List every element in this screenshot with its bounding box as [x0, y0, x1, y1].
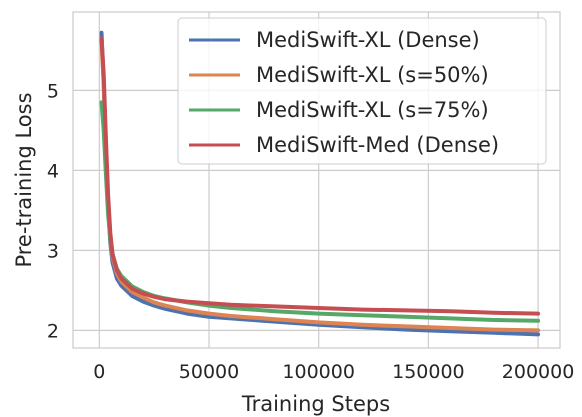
plot-frame — [72, 11, 561, 349]
y-tick-label: 2 — [47, 320, 59, 342]
y-axis-label: Pre-training Loss — [12, 92, 36, 267]
y-tick-label: 4 — [47, 160, 59, 182]
y-tick-label: 5 — [47, 80, 59, 102]
legend-label-3: MediSwift-XL (s=75%) — [256, 98, 489, 122]
y-tick-label: 3 — [47, 240, 59, 262]
legend-label-1: MediSwift-XL (Dense) — [256, 28, 480, 52]
x-tick-label: 0 — [93, 361, 105, 383]
x-tick-label: 200000 — [502, 361, 575, 383]
series-line-4 — [99, 36, 541, 316]
y-axis-ticks: 2 3 4 5 — [47, 80, 59, 342]
legend-box — [177, 17, 547, 165]
x-axis-ticks: 0 50000 100000 150000 200000 — [93, 361, 574, 383]
x-tick-label: 150000 — [392, 361, 465, 383]
legend-label-4: MediSwift-Med (Dense) — [256, 133, 499, 157]
series-lines — [99, 30, 541, 337]
x-tick-label: 50000 — [179, 361, 239, 383]
legend-label-2: MediSwift-XL (s=50%) — [256, 63, 489, 87]
x-tick-label: 100000 — [282, 361, 355, 383]
legend: MediSwift-XL (Dense) MediSwift-XL (s=50%)… — [177, 17, 547, 165]
x-axis-label: Training Steps — [241, 392, 390, 416]
